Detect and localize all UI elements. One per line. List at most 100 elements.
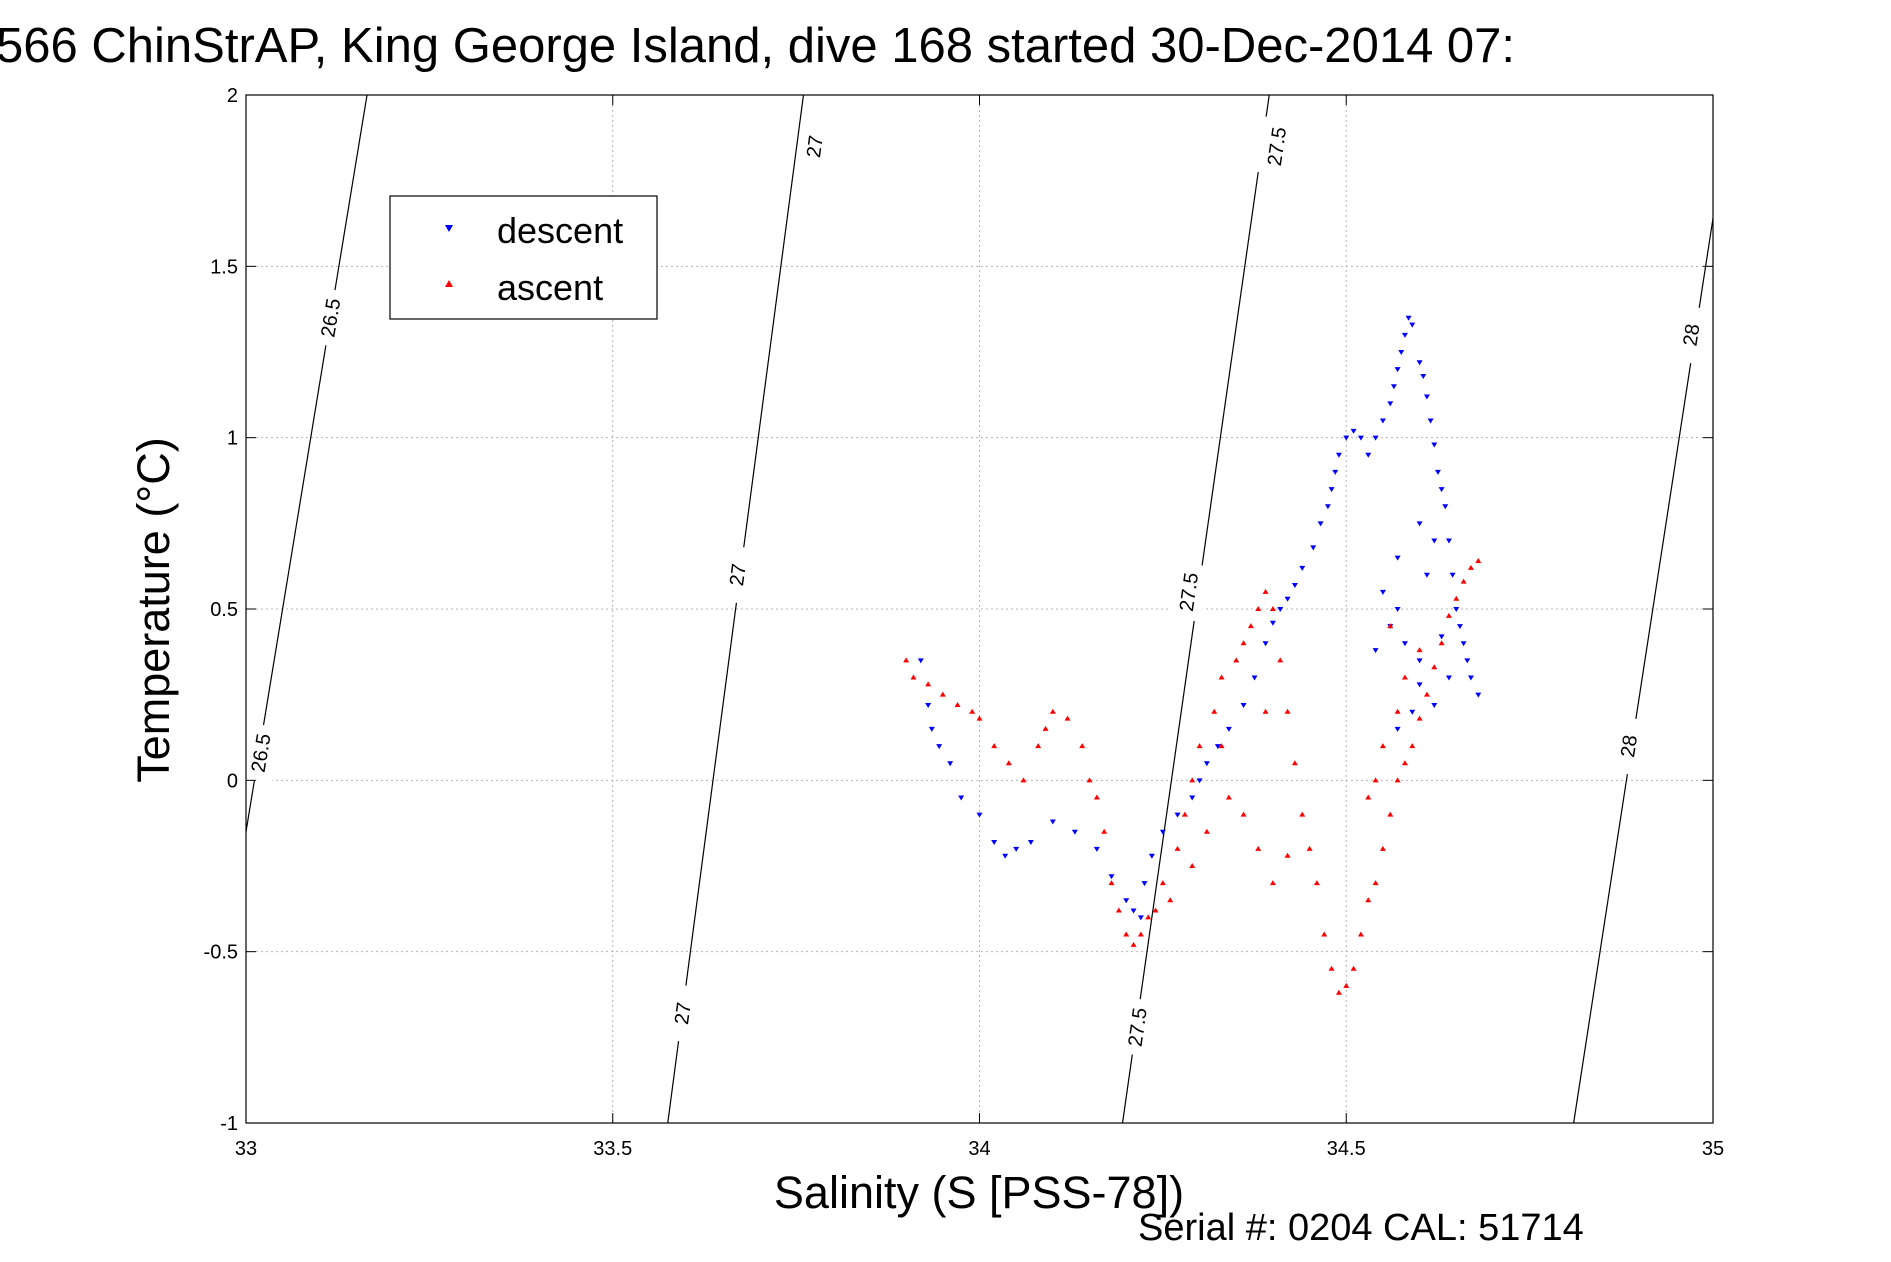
descent-point bbox=[1438, 487, 1445, 493]
ascent-point bbox=[969, 708, 976, 714]
legend-ascent-marker bbox=[445, 280, 453, 287]
descent-point bbox=[1379, 589, 1386, 595]
ascent-point bbox=[1438, 640, 1445, 646]
ascent-point bbox=[1130, 941, 1137, 947]
ascent-point bbox=[1152, 907, 1159, 913]
ascent-point bbox=[1394, 708, 1401, 714]
ascent-point bbox=[1269, 880, 1276, 886]
ascent-point bbox=[1189, 777, 1196, 783]
ascent-point bbox=[925, 681, 932, 687]
descent-point bbox=[1310, 545, 1317, 551]
x-axis-label: Salinity (S [PSS-78]) bbox=[774, 1167, 1184, 1218]
descent-point bbox=[917, 658, 924, 664]
descent-point bbox=[1394, 607, 1401, 612]
y-axis-ticks: -1 -0.5 0 0.5 1 1.5 2 bbox=[204, 85, 1713, 1135]
descent-point bbox=[1332, 469, 1339, 475]
descent-point bbox=[1423, 572, 1430, 578]
descent-point bbox=[1350, 428, 1357, 434]
descent-point bbox=[1093, 846, 1100, 852]
descent-point bbox=[1394, 367, 1401, 373]
density-contour-27 bbox=[667, 95, 805, 1123]
ascent-point bbox=[1189, 863, 1196, 868]
x-axis-ticks: 33 33.5 34 34.5 35 bbox=[235, 95, 1724, 1160]
descent-point bbox=[1401, 641, 1408, 647]
descent-point bbox=[1262, 641, 1269, 647]
descent-point bbox=[1317, 521, 1324, 527]
descent-point bbox=[925, 702, 932, 708]
contour-label-bg bbox=[1670, 304, 1712, 365]
descent-point bbox=[1475, 692, 1482, 698]
ascent-point bbox=[1233, 657, 1240, 663]
ascent-point bbox=[1064, 715, 1071, 721]
y-tick-label: 1.5 bbox=[210, 256, 238, 278]
y-tick-label: 0.5 bbox=[210, 599, 238, 621]
contour-label-bg bbox=[794, 116, 834, 177]
descent-point bbox=[1049, 819, 1056, 825]
contour-label: 27.5 bbox=[1176, 571, 1203, 613]
ascent-point bbox=[1357, 931, 1364, 937]
descent-point bbox=[1357, 435, 1364, 441]
ascent-point bbox=[1284, 708, 1291, 714]
descent-point bbox=[1398, 350, 1405, 355]
descent-point bbox=[1456, 624, 1463, 630]
y-tick-label: 2 bbox=[227, 85, 238, 107]
descent-point bbox=[1409, 709, 1416, 715]
descent-point bbox=[1416, 521, 1423, 527]
descent-point bbox=[1324, 504, 1331, 510]
descent-point bbox=[1431, 442, 1438, 448]
descent-point bbox=[1203, 761, 1210, 767]
x-tick-label: 34.5 bbox=[1327, 1138, 1366, 1160]
contour-label: 28 bbox=[1617, 734, 1642, 759]
legend-ascent-label: ascent bbox=[497, 267, 603, 308]
descent-point bbox=[1445, 538, 1452, 544]
contour-label-bg bbox=[662, 983, 702, 1044]
x-tick-label: 33.5 bbox=[593, 1138, 632, 1160]
ascent-point bbox=[1277, 657, 1284, 663]
ascent-point bbox=[1101, 828, 1108, 834]
ascent-point bbox=[1225, 794, 1232, 800]
ascent-point bbox=[1255, 606, 1262, 611]
ascent-point bbox=[1467, 564, 1474, 570]
descent-point bbox=[1284, 596, 1291, 602]
ascent-point bbox=[1423, 691, 1430, 697]
descent-point bbox=[1013, 846, 1020, 852]
contour-label: 27.5 bbox=[1125, 1006, 1152, 1048]
descent-point bbox=[1445, 675, 1452, 681]
descent-point bbox=[936, 744, 943, 750]
ascent-point bbox=[1042, 725, 1049, 731]
x-tick-label: 35 bbox=[1702, 1138, 1724, 1160]
contour-label-bg bbox=[717, 544, 757, 605]
descent-point bbox=[976, 812, 983, 818]
descent-point bbox=[947, 761, 954, 767]
ascent-point bbox=[903, 657, 910, 663]
density-contour-26.5 bbox=[246, 95, 368, 832]
ascent-point bbox=[1321, 931, 1328, 937]
legend-descent-label: descent bbox=[497, 210, 623, 251]
ascent-point bbox=[1174, 845, 1181, 851]
ascent-point bbox=[1328, 965, 1335, 971]
descent-point bbox=[1416, 658, 1423, 664]
ascent-point bbox=[1049, 708, 1056, 714]
density-contour-28 bbox=[1573, 218, 1713, 1123]
ascent-point bbox=[1262, 708, 1269, 714]
ascent-point bbox=[1299, 811, 1306, 817]
contour-label: 27 bbox=[671, 1001, 696, 1026]
descent-point bbox=[1449, 572, 1456, 578]
descent-point bbox=[1460, 641, 1467, 647]
descent-point bbox=[1387, 401, 1394, 407]
ascent-point bbox=[1159, 880, 1166, 886]
ascent-point bbox=[1475, 558, 1482, 564]
ascent-point bbox=[1343, 982, 1350, 988]
serial-cal-footer: Serial #: 0204 CAL: 51714 bbox=[1138, 1207, 1584, 1249]
descent-point bbox=[1442, 504, 1449, 510]
ascent-point bbox=[1211, 708, 1218, 714]
ascent-point bbox=[1335, 989, 1342, 995]
ascent-point bbox=[976, 715, 983, 721]
descent-point bbox=[1438, 634, 1445, 640]
ascent-point bbox=[1431, 664, 1438, 670]
ascent-point bbox=[910, 674, 917, 680]
descent-point bbox=[1269, 620, 1276, 626]
descent-point bbox=[1467, 675, 1474, 681]
ascent-point bbox=[1372, 880, 1379, 886]
ascent-point bbox=[1240, 811, 1247, 817]
